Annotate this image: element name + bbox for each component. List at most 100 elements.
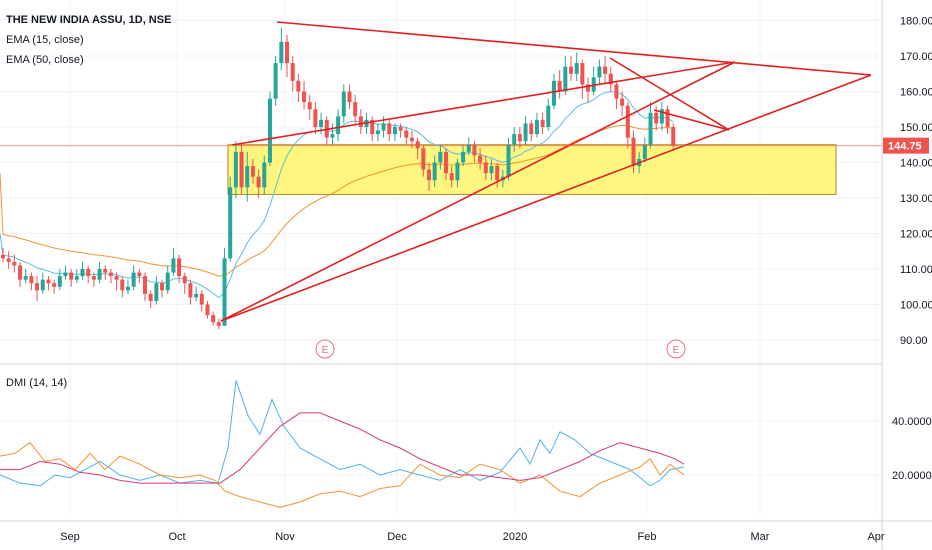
candle-body xyxy=(427,169,431,181)
candle-body xyxy=(250,166,255,177)
candle-body xyxy=(171,258,176,273)
earnings-marker-label: E xyxy=(322,345,329,356)
candle-body xyxy=(591,77,596,92)
candle-body xyxy=(302,91,307,103)
trendlines xyxy=(220,21,872,322)
price-tick-label: 130.00 xyxy=(900,193,932,205)
dmi-plus-line xyxy=(0,380,685,487)
candle-body xyxy=(245,166,250,188)
candle-body xyxy=(125,286,130,291)
dmi-minus-line xyxy=(0,441,685,508)
candle-body xyxy=(239,151,244,188)
candle-body xyxy=(228,187,233,259)
candle-body xyxy=(40,279,45,291)
candle-body xyxy=(603,66,608,74)
candle-body xyxy=(313,109,318,127)
support-zone xyxy=(227,144,837,195)
candle-body xyxy=(222,258,227,326)
candle-body xyxy=(131,272,136,287)
candle-body xyxy=(97,269,102,280)
candle-body xyxy=(279,41,284,64)
candle-body xyxy=(671,127,676,146)
candle-body xyxy=(74,276,79,280)
candle-body xyxy=(370,119,375,135)
candle-body xyxy=(665,109,670,127)
dmi-legend: DMI (14, 14) xyxy=(6,377,68,389)
candle-body xyxy=(569,66,573,74)
candle-body xyxy=(398,127,403,131)
candle-body xyxy=(614,84,619,99)
ema50-legend: EMA (50, close) xyxy=(6,54,84,66)
chart-title: THE NEW INDIA ASSU, 1D, NSE xyxy=(6,14,172,26)
price-tick-label: 90.00 xyxy=(900,335,928,347)
candle-body xyxy=(69,272,74,280)
time-tick-label: Dec xyxy=(387,531,407,543)
candle-body xyxy=(148,293,153,301)
candle-body xyxy=(540,119,545,127)
candle-body xyxy=(182,276,187,284)
candle-body xyxy=(57,276,62,287)
last-price-label: 144.75 xyxy=(888,141,922,153)
dmi-adx-line xyxy=(0,412,685,484)
candle-body xyxy=(580,63,585,85)
candle-body xyxy=(495,166,500,181)
candle-body xyxy=(381,123,386,131)
candle-body xyxy=(557,80,562,92)
candle-body xyxy=(574,63,579,74)
time-tick-label: Nov xyxy=(275,531,295,543)
candle-body xyxy=(211,315,216,323)
candle-body xyxy=(1,254,5,259)
time-tick-label: Apr xyxy=(867,531,884,543)
candle-body xyxy=(642,144,647,159)
candle-body xyxy=(199,293,204,305)
candle-body xyxy=(347,91,352,103)
candle-body xyxy=(143,276,147,294)
candle-body xyxy=(154,283,159,301)
candle-body xyxy=(296,80,301,92)
candle-body xyxy=(387,123,392,135)
dmi-tick-label: 40.0000 xyxy=(892,416,932,428)
candle-body xyxy=(625,105,630,138)
candle-body xyxy=(449,173,454,181)
candle-body xyxy=(461,151,466,163)
candle-body xyxy=(421,148,426,170)
dmi-tick-label: 20.0000 xyxy=(892,470,932,482)
candle-body xyxy=(262,162,267,188)
candle-body xyxy=(455,162,460,181)
time-tick-label: Oct xyxy=(168,531,185,543)
candle-body xyxy=(534,119,539,135)
trendline xyxy=(653,109,730,131)
ema15-legend: EMA (15, close) xyxy=(6,34,84,46)
grid xyxy=(0,0,882,515)
candle-body xyxy=(409,137,414,142)
price-tick-label: 120.00 xyxy=(900,229,932,241)
candle-body xyxy=(216,322,221,326)
earnings-marker-label: E xyxy=(673,345,680,356)
candle-body xyxy=(620,98,625,106)
candle-body xyxy=(46,279,51,284)
candle-body xyxy=(205,304,210,316)
time-tick-label: Sep xyxy=(60,531,80,543)
earnings-marker xyxy=(315,339,335,359)
candle-body xyxy=(330,134,335,138)
candle-body xyxy=(273,63,278,99)
candle-body xyxy=(18,265,23,280)
candle-body xyxy=(114,276,119,280)
price-tick-label: 100.00 xyxy=(900,300,932,312)
time-tick-label: Feb xyxy=(638,531,657,543)
candles xyxy=(1,27,676,330)
candle-body xyxy=(353,102,358,117)
candle-body xyxy=(529,123,534,135)
candle-body xyxy=(91,276,96,280)
candle-body xyxy=(654,112,659,124)
candle-body xyxy=(108,272,113,277)
earnings-marker xyxy=(666,339,686,359)
candle-body xyxy=(472,144,477,156)
candle-body xyxy=(586,84,591,92)
candle-body xyxy=(12,261,17,266)
price-tick-label: 150.00 xyxy=(900,122,932,134)
trendline xyxy=(220,61,736,322)
